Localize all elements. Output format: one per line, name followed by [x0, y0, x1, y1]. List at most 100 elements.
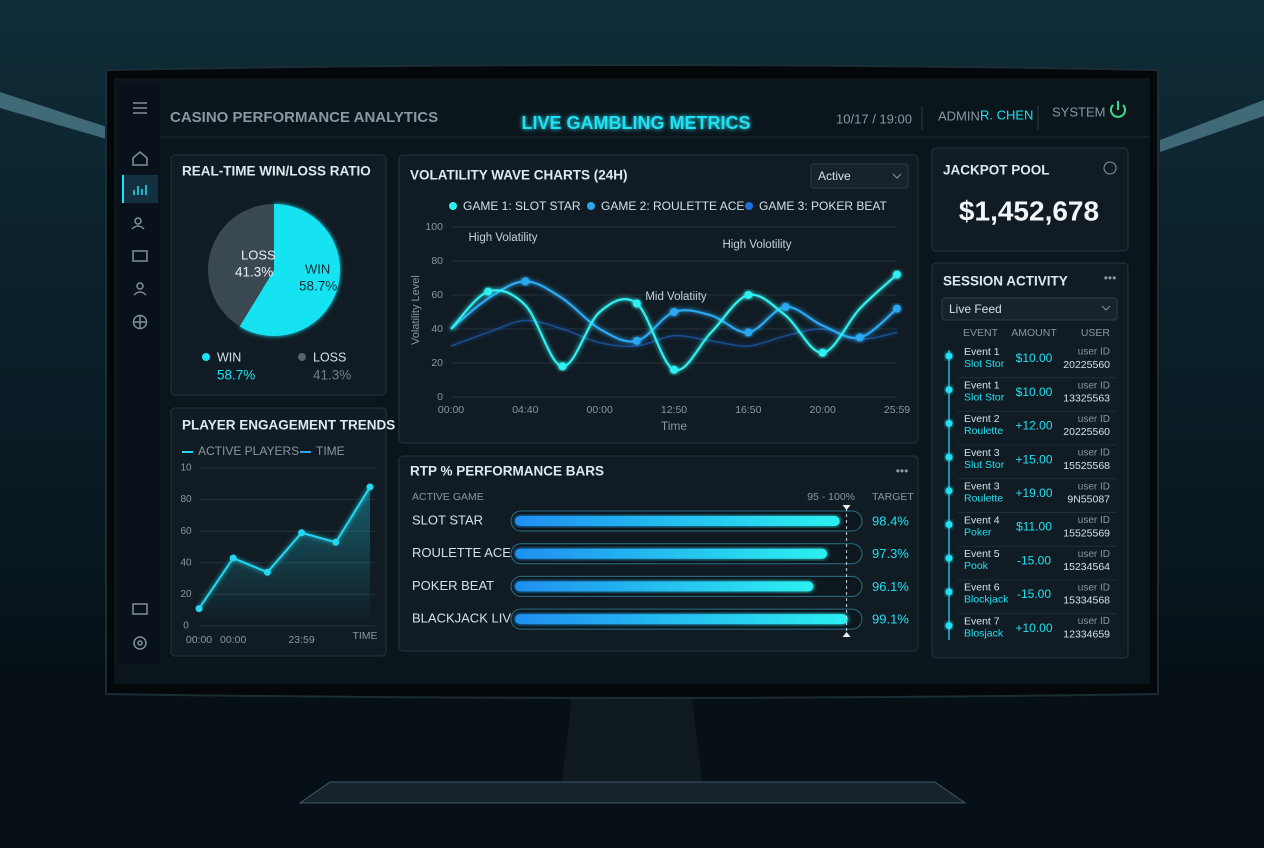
y-tick-label: 80	[180, 494, 192, 505]
bar-value: 98.4%	[872, 513, 909, 528]
y-tick-label: 100	[425, 221, 443, 233]
column-header: USER	[1081, 327, 1111, 339]
user-id: 9N55087	[1067, 494, 1110, 506]
event-name: Event 1	[964, 346, 1000, 358]
wave-marker	[670, 365, 678, 374]
admin-label: ADMIN:	[938, 108, 984, 123]
y-tick-label: 0	[183, 621, 189, 632]
more-menu[interactable]: •••	[1104, 271, 1117, 285]
chart-icon[interactable]	[133, 185, 147, 195]
timeline-dot	[945, 352, 953, 360]
legend-dot	[745, 202, 753, 210]
menu-icon[interactable]	[133, 102, 147, 114]
y-tick-label: 20	[431, 357, 443, 369]
settings-icon[interactable]	[133, 636, 147, 650]
chat-icon[interactable]	[132, 603, 148, 615]
page-title: LIVE GAMBLING METRICS	[522, 113, 751, 133]
user-label: user ID	[1078, 414, 1110, 425]
user-id: 15334568	[1063, 595, 1110, 607]
legend-label: LOSS	[313, 350, 346, 364]
slice-value: 58.7%	[299, 279, 337, 294]
timeline-dot	[945, 386, 953, 394]
legend-label: GAME 1: SLOT STAR	[463, 199, 581, 213]
event-amount: -15.00	[1017, 553, 1051, 567]
column-header: 95 - 100%	[807, 491, 855, 503]
sidebar	[118, 84, 160, 664]
brand: CASINO PERFORMANCE ANALYTICS	[170, 109, 438, 126]
light-streak	[1160, 100, 1264, 152]
bar	[515, 548, 828, 559]
annotation: High Volotility	[722, 239, 791, 251]
column-header: AMOUNT	[1011, 327, 1057, 339]
legend-label: GAME 3: POKER BEAT	[759, 199, 887, 213]
event-game: Slut Stor	[964, 459, 1005, 471]
area-fill	[199, 486, 370, 626]
slice-value: 41.3%	[235, 265, 273, 280]
timeline-dot	[945, 453, 953, 461]
wave-marker	[558, 362, 567, 371]
legend-value: 41.3%	[313, 368, 351, 383]
power-icon[interactable]	[1110, 101, 1126, 118]
legend-dot	[298, 353, 306, 361]
event-amount: +19.00	[1015, 486, 1052, 500]
users-icon-body	[131, 225, 145, 230]
target-marker	[842, 632, 851, 637]
wave-marker	[855, 333, 864, 342]
dropdown[interactable]	[941, 297, 1118, 321]
event-game: Roulette	[964, 425, 1003, 437]
active-nav[interactable]	[123, 175, 158, 203]
event-game: Poker	[964, 526, 992, 538]
user-id: 12334659	[1063, 628, 1110, 640]
event-amount: +12.00	[1015, 419, 1052, 433]
bar	[515, 581, 814, 592]
jackpot-value: $1,452,678	[959, 195, 1099, 226]
wave-marker	[632, 336, 641, 345]
wave-marker	[744, 328, 753, 337]
event-game: Pook	[964, 560, 989, 572]
timeline-dot	[945, 419, 953, 427]
column-header: TARGET	[872, 491, 914, 503]
wave-marker	[893, 304, 901, 313]
wave-marker	[521, 277, 530, 286]
card-icon[interactable]	[132, 250, 148, 262]
user-label: user ID	[1078, 515, 1110, 526]
panel-title: PLAYER ENGAGEMENT TRENDS	[182, 418, 395, 433]
trend-point	[263, 568, 271, 576]
trend-line	[198, 486, 371, 610]
panel-title: VOLATILITY WAVE CHARTS (24H)	[410, 168, 628, 183]
x-tick-label: 04:40	[512, 404, 538, 416]
event-game: Blosjack	[964, 627, 1004, 639]
wave-line	[450, 319, 898, 348]
x-axis-label: TIME	[352, 630, 377, 642]
user-id: 15525568	[1063, 460, 1110, 472]
users-icon[interactable]	[134, 217, 142, 225]
trend-point	[366, 483, 374, 491]
user-label: user ID	[1078, 549, 1110, 560]
admin-name: R. CHEN	[980, 107, 1033, 122]
trend-point	[332, 538, 340, 546]
more-menu[interactable]: •••	[896, 464, 909, 478]
event-name: Event 4	[964, 514, 1000, 526]
user-label: user ID	[1078, 616, 1110, 627]
legend-dot	[449, 202, 457, 210]
event-name: Event 3	[964, 447, 1000, 459]
event-name: Event 7	[964, 615, 1000, 627]
column-header: EVENT	[963, 327, 999, 339]
x-tick-label: 00:00	[186, 634, 212, 646]
timeline-dot	[945, 588, 953, 596]
user-icon[interactable]	[136, 282, 144, 290]
dropdown[interactable]	[810, 163, 909, 189]
home-icon[interactable]	[132, 151, 148, 166]
x-tick-label: 25:59	[884, 404, 910, 416]
legend-value: 58.7%	[217, 368, 255, 383]
event-amount: +15.00	[1015, 452, 1052, 466]
y-axis-label: Volatility Level	[410, 275, 422, 345]
x-tick-label: 00:00	[587, 404, 613, 416]
user-label: user ID	[1078, 380, 1110, 391]
bar-label: POKER BEAT	[412, 578, 494, 593]
event-game: Blockjack	[964, 594, 1009, 606]
annotation: Mid Volatiity	[645, 291, 707, 303]
panel-title: RTP % PERFORMANCE BARS	[410, 464, 604, 479]
info-icon[interactable]	[1103, 161, 1117, 175]
